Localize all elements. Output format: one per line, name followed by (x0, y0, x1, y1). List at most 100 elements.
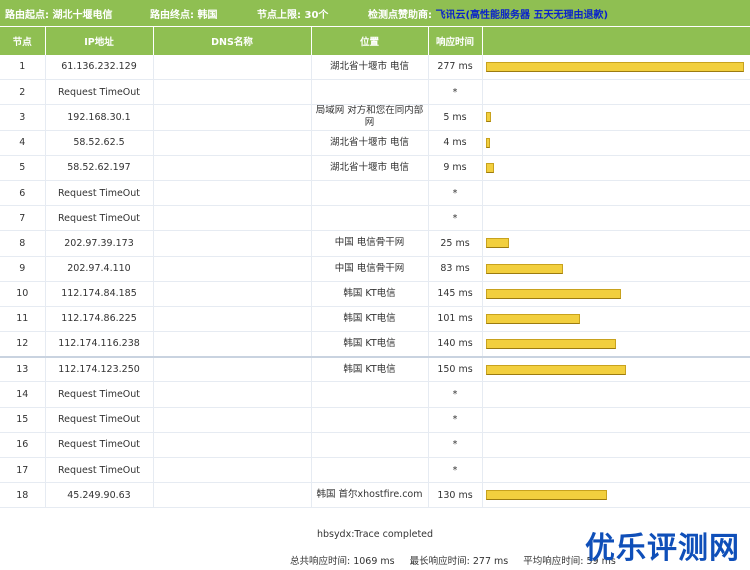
latency-bar (485, 263, 563, 274)
dns-cell (153, 79, 312, 106)
latency-graph-cell (482, 331, 750, 358)
latency-bar (485, 338, 616, 349)
latency-graph-cell (482, 306, 750, 333)
time-cell: 83 ms (428, 256, 483, 282)
time-cell: 5 ms (428, 104, 483, 131)
latency-graph-cell (482, 180, 750, 207)
ip-cell: 58.52.62.5 (45, 130, 154, 156)
dns-cell (153, 432, 312, 459)
location-cell: 湖北省十堰市 电信 (311, 54, 429, 81)
route-end-label: 路由终点: (150, 10, 194, 21)
hop-cell: 12 (0, 331, 46, 358)
location-cell: 韩国 KT电信 (311, 331, 429, 358)
col-ip: IP地址 (45, 26, 154, 55)
hop-cell: 18 (0, 482, 46, 509)
location-cell (311, 407, 429, 433)
ip-cell: Request TimeOut (45, 180, 154, 207)
ip-cell: 112.174.123.250 (45, 356, 154, 383)
time-cell: 4 ms (428, 130, 483, 156)
ip-cell: 112.174.116.238 (45, 331, 154, 358)
location-cell (311, 457, 429, 484)
table-row: 6 Request TimeOut * (0, 180, 750, 207)
location-cell: 韩国 KT电信 (311, 356, 429, 383)
total-time: 总共响应时间: 1069 ms (290, 556, 395, 567)
table-row: 11 112.174.86.225 韩国 KT电信 101 ms (0, 306, 750, 333)
dns-cell (153, 281, 312, 307)
ip-cell: 202.97.39.173 (45, 230, 154, 257)
table-row: 1 61.136.232.129 湖北省十堰市 电信 277 ms (0, 54, 750, 81)
hop-cell: 2 (0, 79, 46, 106)
latency-graph-cell (482, 256, 750, 282)
table-row: 5 58.52.62.197 湖北省十堰市 电信 9 ms (0, 155, 750, 181)
location-cell: 韩国 首尔xhostfire.com (311, 482, 429, 509)
latency-graph-cell (482, 432, 750, 459)
hop-cell: 3 (0, 104, 46, 131)
latency-bar (485, 61, 744, 72)
location-cell: 中国 电信骨干网 (311, 256, 429, 282)
time-cell: 150 ms (428, 356, 483, 383)
node-limit-label: 节点上限: (257, 10, 301, 21)
latency-graph-cell (482, 356, 750, 383)
col-location: 位置 (311, 26, 429, 55)
col-graph (482, 26, 750, 55)
longest-time: 最长响应时间: 277 ms (409, 556, 509, 567)
sponsor-link[interactable]: 飞讯云(高性能服务器 五天无理由退款) (435, 10, 608, 21)
ip-cell: 112.174.84.185 (45, 281, 154, 307)
dns-cell (153, 356, 312, 383)
ip-cell: 192.168.30.1 (45, 104, 154, 131)
latency-bar (485, 162, 494, 173)
col-hop: 节点 (0, 26, 46, 55)
dns-cell (153, 331, 312, 358)
location-cell: 中国 电信骨干网 (311, 230, 429, 257)
sponsor: 检测点赞助商: 飞讯云(高性能服务器 五天无理由退款) (368, 6, 608, 21)
ip-cell: Request TimeOut (45, 79, 154, 106)
hop-cell: 13 (0, 356, 46, 383)
dns-cell (153, 180, 312, 207)
table-row: 14 Request TimeOut * (0, 381, 750, 408)
table-header-row: 节点 IP地址 DNS名称 位置 响应时间 (0, 26, 750, 55)
hop-cell: 16 (0, 432, 46, 459)
trace-header-bar: 路由起点: 湖北十堰电信 路由终点: 韩国 节点上限: 30个 检测点赞助商: … (0, 0, 750, 26)
latency-graph-cell (482, 54, 750, 81)
table-row: 18 45.249.90.63 韩国 首尔xhostfire.com 130 ms (0, 482, 750, 509)
dns-cell (153, 104, 312, 131)
latency-graph-cell (482, 205, 750, 232)
latency-bar (485, 137, 490, 148)
time-cell: * (428, 432, 483, 459)
dns-cell (153, 381, 312, 408)
hop-cell: 14 (0, 381, 46, 408)
location-cell (311, 205, 429, 232)
table-row: 13 112.174.123.250 韩国 KT电信 150 ms (0, 356, 750, 383)
dns-cell (153, 457, 312, 484)
hop-cell: 5 (0, 155, 46, 181)
location-cell: 韩国 KT电信 (311, 281, 429, 307)
latency-graph-cell (482, 482, 750, 509)
table-body: 1 61.136.232.129 湖北省十堰市 电信 277 ms 2 Request T… (0, 54, 750, 509)
ip-cell: 202.97.4.110 (45, 256, 154, 282)
latency-graph-cell (482, 155, 750, 181)
location-cell (311, 180, 429, 207)
route-start-value: 湖北十堰电信 (52, 10, 113, 21)
time-cell: 140 ms (428, 331, 483, 358)
dns-cell (153, 205, 312, 232)
location-cell: 局域网 对方和您在同内部网 (311, 104, 429, 131)
col-dns: DNS名称 (153, 26, 312, 55)
time-cell: 101 ms (428, 306, 483, 333)
table-row: 9 202.97.4.110 中国 电信骨干网 83 ms (0, 256, 750, 282)
ip-cell: 61.136.232.129 (45, 54, 154, 81)
table-row: 3 192.168.30.1 局域网 对方和您在同内部网 5 ms (0, 104, 750, 131)
hop-cell: 4 (0, 130, 46, 156)
dns-cell (153, 230, 312, 257)
dns-cell (153, 407, 312, 433)
sponsor-name: 飞讯云 (435, 10, 466, 21)
time-cell: * (428, 205, 483, 232)
dns-cell (153, 256, 312, 282)
dns-cell (153, 306, 312, 333)
time-cell: * (428, 381, 483, 408)
hop-cell: 7 (0, 205, 46, 232)
sponsor-promo: (高性能服务器 五天无理由退款) (465, 10, 609, 21)
hop-cell: 17 (0, 457, 46, 484)
ip-cell: Request TimeOut (45, 205, 154, 232)
average-time: 平均响应时间: 59 ms (523, 556, 616, 567)
hop-cell: 11 (0, 306, 46, 333)
